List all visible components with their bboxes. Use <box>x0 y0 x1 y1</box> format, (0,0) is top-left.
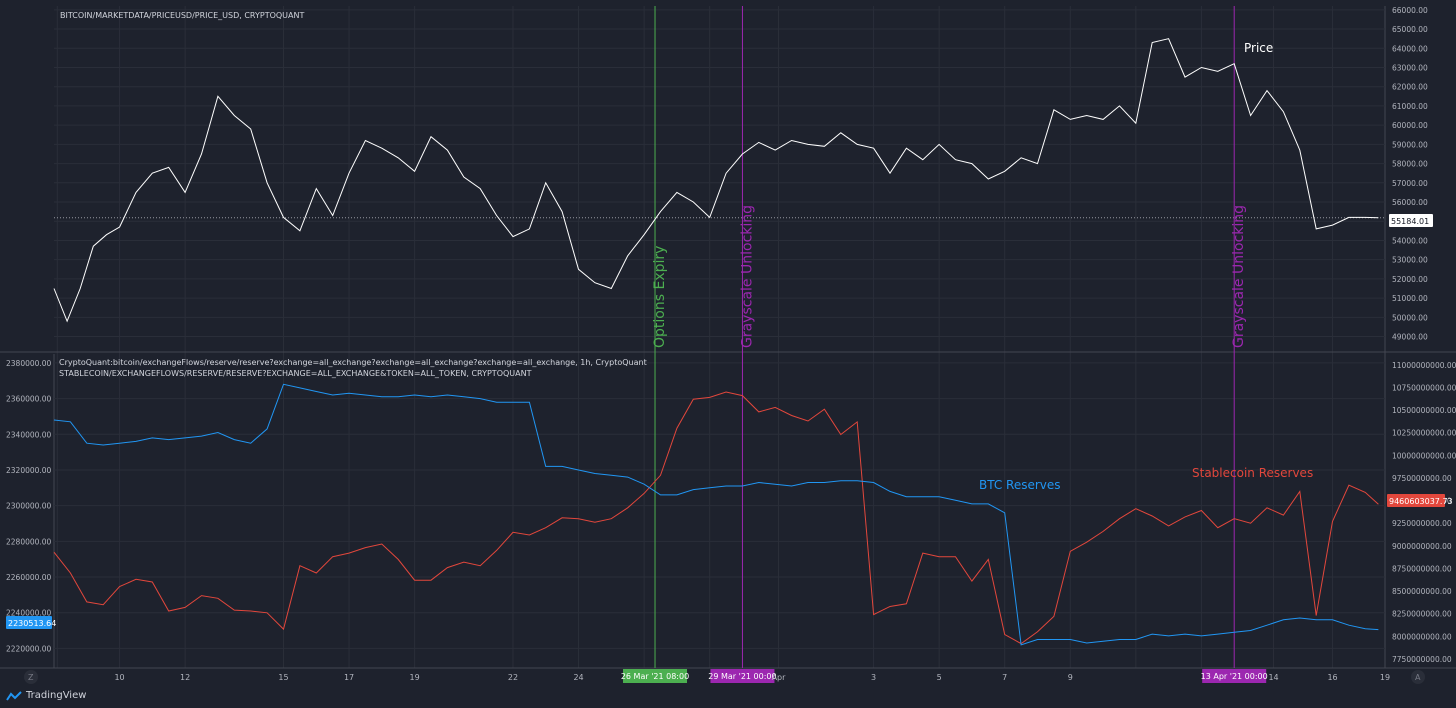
x-tick-label: 5 <box>937 673 942 682</box>
price-y-tick: 54000.00 <box>1392 236 1428 245</box>
x-tick-label: 14 <box>1268 673 1278 682</box>
btc-y-tick: 2300000.00 <box>6 502 52 511</box>
btc-last-value: 2230513.64 <box>8 619 56 628</box>
event-label: Options Expiry <box>652 246 668 348</box>
stable-y-tick: 10500000000.00 <box>1392 406 1456 415</box>
price-y-tick: 64000.00 <box>1392 44 1428 53</box>
bottom-source-line1: CryptoQuant:bitcoin/exchangeFlows/reserv… <box>59 358 647 367</box>
event-markers: Options Expiry 26 Mar '21 08:00 Grayscale … <box>621 6 1268 683</box>
event-label: Grayscale Unlocking <box>1231 205 1247 348</box>
price-y-tick: 61000.00 <box>1392 102 1428 111</box>
price-y-tick: 62000.00 <box>1392 83 1428 92</box>
btc-y-tick: 2280000.00 <box>6 537 52 546</box>
tradingview-logo-icon <box>6 690 22 701</box>
stablecoin-reserves-label: Stablecoin Reserves <box>1192 466 1313 480</box>
stable-y-tick: 8000000000.00 <box>1392 632 1452 641</box>
event-date-text: 26 Mar '21 08:00 <box>621 672 689 681</box>
price-line <box>53 38 1379 323</box>
price-y-tick: 52000.00 <box>1392 275 1428 284</box>
event-date-text: 29 Mar '21 00:00 <box>708 672 776 681</box>
stable-y-tick: 8500000000.00 <box>1392 587 1452 596</box>
x-tick-label: Apr <box>772 673 787 682</box>
x-tick-label: 15 <box>278 673 288 682</box>
price-y-tick: 51000.00 <box>1392 294 1428 303</box>
event-date-badge <box>623 669 688 683</box>
top-source-label: BITCOIN/MARKETDATA/PRICEUSD/PRICE_USD, C… <box>60 11 304 20</box>
price-last-value: 55184.01 <box>1391 217 1429 226</box>
price-y-tick: 53000.00 <box>1392 256 1428 265</box>
btc-y-tick: 2340000.00 <box>6 430 52 439</box>
stable-y-tick: 8750000000.00 <box>1392 564 1452 573</box>
x-tick-label: 24 <box>573 673 583 682</box>
price-y-tick: 65000.00 <box>1392 25 1428 34</box>
stable-y-tick: 9000000000.00 <box>1392 542 1452 551</box>
btc-y-tick: 2220000.00 <box>6 644 52 653</box>
stable-y-tick: 7750000000.00 <box>1392 655 1452 664</box>
btc-y-tick: 2260000.00 <box>6 573 52 582</box>
btc-y-tick: 2360000.00 <box>6 395 52 404</box>
price-y-tick: 49000.00 <box>1392 333 1428 342</box>
x-tick-label: 3 <box>871 673 876 682</box>
price-series-label: Price <box>1244 41 1273 55</box>
auto-scale-button[interactable]: A <box>1411 670 1425 684</box>
grid <box>0 6 1456 669</box>
x-tick-label: 12 <box>180 673 190 682</box>
btc-y-tick: 2240000.00 <box>6 609 52 618</box>
btc-y-tick: 2320000.00 <box>6 466 52 475</box>
svg-text:A: A <box>1415 673 1421 682</box>
stable-y-tick: 10250000000.00 <box>1392 429 1456 438</box>
stablecoin-reserves-line <box>53 391 1379 645</box>
price-y-tick: 66000.00 <box>1392 6 1428 15</box>
price-y-tick: 63000.00 <box>1392 63 1428 72</box>
price-y-tick: 57000.00 <box>1392 179 1428 188</box>
x-tick-label: 17 <box>344 673 354 682</box>
x-tick-label: 22 <box>508 673 518 682</box>
bottom-source-line2: STABLECOIN/EXCHANGEFLOWS/RESERVE/RESERVE… <box>59 369 532 378</box>
stable-y-tick: 11000000000.00 <box>1392 361 1456 370</box>
price-last-badge: 55184.01 <box>1389 214 1433 227</box>
event-label: Grayscale Unlocking <box>739 205 755 348</box>
tradingview-brand[interactable]: TradingView <box>6 690 86 701</box>
x-tick-label: 19 <box>1380 673 1390 682</box>
price-y-tick: 60000.00 <box>1392 121 1428 130</box>
x-tick-label: 19 <box>410 673 420 682</box>
event-date-text: 13 Apr '21 00:00 <box>1201 672 1268 681</box>
event-date-badge <box>1202 669 1267 683</box>
x-tick-label: 7 <box>1002 673 1007 682</box>
btc-reserves-label: BTC Reserves <box>979 478 1061 492</box>
btc-y-tick: 2380000.00 <box>6 359 52 368</box>
price-y-tick: 58000.00 <box>1392 160 1428 169</box>
price-y-tick: 50000.00 <box>1392 313 1428 322</box>
x-tick-label: 10 <box>114 673 124 682</box>
x-tick-label: 16 <box>1327 673 1337 682</box>
stable-y-tick: 9750000000.00 <box>1392 474 1452 483</box>
brand-name: TradingView <box>26 690 87 701</box>
stable-y-tick: 8250000000.00 <box>1392 610 1452 619</box>
x-tick-label: 9 <box>1068 673 1073 682</box>
event-date-badge <box>710 669 775 683</box>
price-y-tick: 59000.00 <box>1392 140 1428 149</box>
stable-y-tick: 9250000000.00 <box>1392 519 1452 528</box>
stable-y-tick: 10750000000.00 <box>1392 383 1456 392</box>
stable-y-tick: 10000000000.00 <box>1392 451 1456 460</box>
stable-last-badge: 9460603037.73 <box>1387 494 1453 507</box>
scroll-left-button[interactable]: Z <box>24 670 38 684</box>
price-y-tick: 56000.00 <box>1392 198 1428 207</box>
svg-text:Z: Z <box>28 673 34 682</box>
series-layer <box>53 38 1379 646</box>
btc-last-badge: 2230513.64 <box>6 616 56 629</box>
stable-last-value: 9460603037.73 <box>1389 497 1453 506</box>
btc-reserves-line <box>53 383 1379 646</box>
